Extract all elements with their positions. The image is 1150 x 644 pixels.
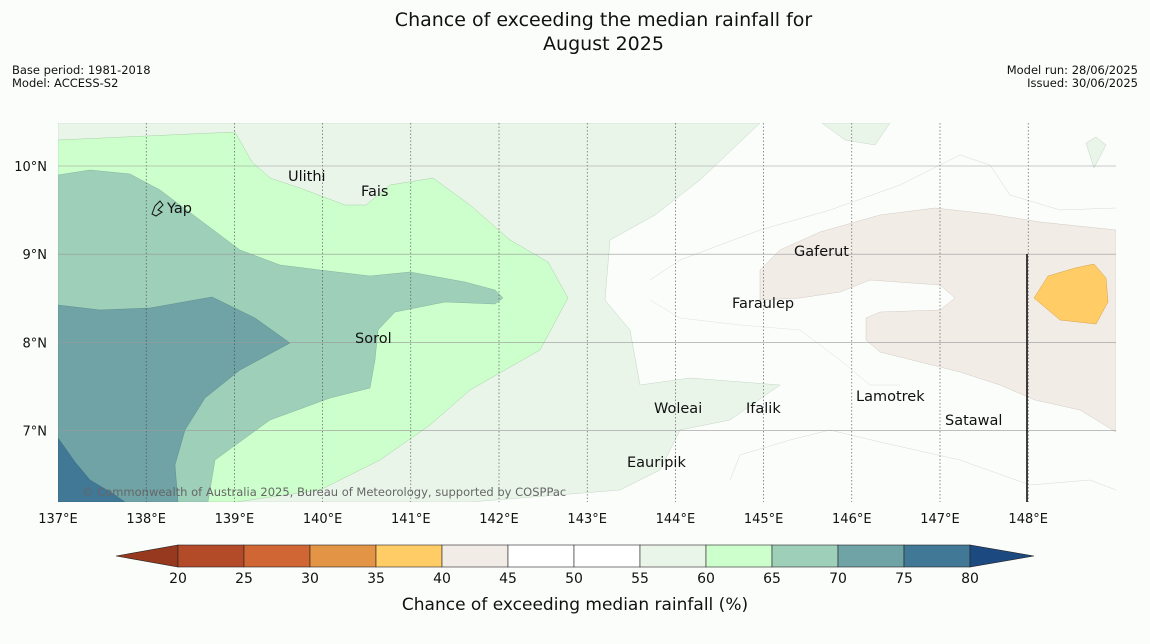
colorbar-tick-label: 60 [697, 571, 715, 587]
longitude-label: 141°E [391, 512, 431, 527]
colorbar-swatch [903, 544, 971, 568]
longitude-label: 139°E [215, 512, 255, 527]
longitude-label: 140°E [303, 512, 343, 527]
colorbar-swatch [837, 544, 905, 568]
field-75-80 [58, 437, 126, 502]
colorbar-tick-label: 40 [433, 571, 451, 587]
place-sorol: Sorol [355, 331, 392, 347]
colorbar-tick-label: 50 [565, 571, 583, 587]
latitude-label: 9°N [23, 248, 48, 263]
colorbar-swatch [705, 544, 773, 568]
field-55-60-ne [821, 123, 891, 146]
colorbar-tick-label: 35 [367, 571, 385, 587]
title-line-1: Chance of exceeding the median rainfall … [394, 9, 813, 31]
colorbar-swatch [507, 544, 575, 568]
colorbar: 20 25 30 35 40 45 50 55 60 65 70 75 80 [115, 544, 1035, 587]
place-eauripik: Eauripik [627, 455, 686, 471]
colorbar-swatch [573, 544, 641, 568]
field-55-60-east [1085, 136, 1107, 169]
colorbar-tick-label: 75 [895, 571, 913, 587]
copyright-notice: © Commonwealth of Australia 2025, Bureau… [82, 485, 566, 499]
colorbar-tick-label: 70 [829, 571, 847, 587]
colorbar-tick-label: 20 [169, 571, 187, 587]
meta-right: Model run: 28/06/2025 Issued: 30/06/2025 [1007, 64, 1138, 90]
colorbar-over-arrow [969, 544, 1035, 568]
colorbar-tick-label: 45 [499, 571, 517, 587]
longitude-label: 147°E [920, 512, 960, 527]
colorbar-swatch [177, 544, 245, 568]
colorbar-swatch [309, 544, 377, 568]
colorbar-tick-label: 30 [301, 571, 319, 587]
place-fais: Fais [361, 184, 388, 200]
latitude-label: 7°N [23, 425, 48, 440]
colorbar-swatch [771, 544, 839, 568]
contour-line-45-south [729, 429, 1116, 491]
longitude-labels: 137°E 138°E 139°E 140°E 141°E 142°E 143°E 144°E… [38, 512, 1048, 527]
colorbar-swatch [441, 544, 509, 568]
colorbar-tick-label: 55 [631, 571, 649, 587]
longitude-label: 137°E [38, 512, 78, 527]
longitude-label: 144°E [656, 512, 696, 527]
base-period: Base period: 1981-2018 [12, 63, 151, 77]
colorbar-swatch [375, 544, 443, 568]
latitude-label: 8°N [23, 336, 48, 351]
field-70-75 [58, 296, 291, 502]
colorbar-swatch [243, 544, 311, 568]
longitude-label: 145°E [744, 512, 784, 527]
place-faraulep: Faraulep [732, 296, 794, 312]
place-ulithi: Ulithi [288, 169, 326, 185]
title-line-2: August 2025 [543, 33, 664, 55]
place-woleai: Woleai [654, 401, 702, 417]
longitude-label: 143°E [567, 512, 607, 527]
yap-island-outline [151, 200, 164, 217]
latitude-label: 10°N [14, 160, 47, 175]
field-35-40 [1033, 263, 1109, 325]
place-lamotrek: Lamotrek [856, 389, 925, 405]
map-title: Chance of exceeding the median rainfall … [0, 8, 1150, 56]
longitude-label: 138°E [126, 512, 166, 527]
place-yap: Yap [166, 201, 192, 217]
meta-left: Base period: 1981-2018 Model: ACCESS-S2 [12, 64, 151, 90]
longitude-label: 146°E [832, 512, 872, 527]
colorbar-under-arrow [115, 544, 179, 568]
longitude-label: 142°E [479, 512, 519, 527]
model-run: Model run: 28/06/2025 [1006, 63, 1138, 77]
place-satawal: Satawal [945, 413, 1002, 429]
contour-line-45 [649, 154, 1116, 281]
colorbar-title: Chance of exceeding median rainfall (%) [402, 595, 748, 615]
latitude-labels: 10°N 9°N 8°N 7°N [14, 160, 47, 440]
colorbar-swatch [639, 544, 707, 568]
contour-line-inner [649, 299, 900, 386]
longitude-label: 148°E [1008, 512, 1048, 527]
gridlines [58, 123, 1116, 502]
colorbar-tick-label: 80 [961, 571, 979, 587]
place-gaferut: Gaferut [794, 244, 849, 260]
model-name: Model: ACCESS-S2 [12, 76, 119, 90]
issued-date: Issued: 30/06/2025 [1027, 76, 1138, 90]
colorbar-tick-label: 65 [763, 571, 781, 587]
colorbar-tick-label: 25 [235, 571, 253, 587]
place-ifalik: Ifalik [746, 401, 781, 417]
